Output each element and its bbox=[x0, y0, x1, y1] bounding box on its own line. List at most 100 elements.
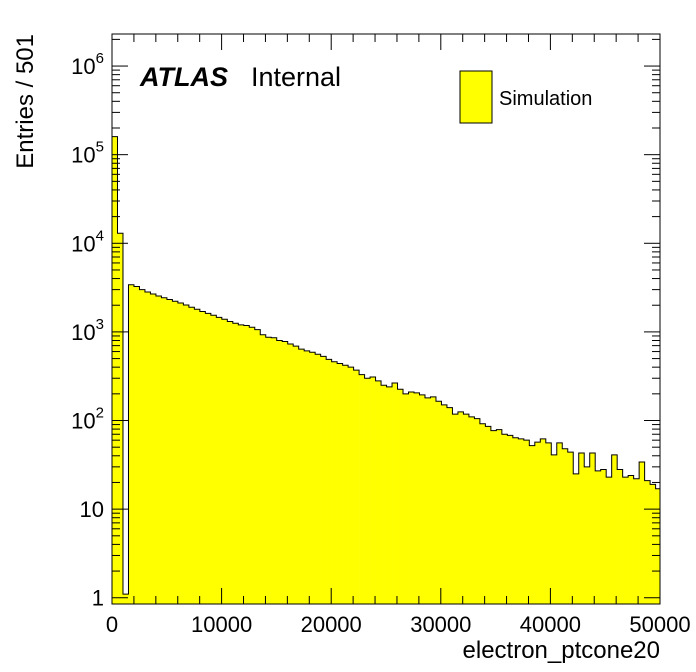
histogram-bar bbox=[232, 323, 239, 604]
y-tick-labels: 1 10 102 103 104 105 106 bbox=[71, 50, 104, 611]
histogram-bar bbox=[507, 435, 514, 604]
y-tick-label: 103 bbox=[71, 316, 104, 345]
x-axis-title: electron_ptcone20 bbox=[463, 637, 660, 664]
histogram-bar bbox=[194, 309, 201, 604]
y-tick-label: 105 bbox=[71, 139, 104, 168]
histogram-bar bbox=[309, 352, 316, 604]
histogram-bar bbox=[271, 337, 278, 604]
histogram-bar bbox=[133, 286, 140, 604]
histogram-bar bbox=[155, 296, 162, 604]
histogram-bar bbox=[595, 470, 601, 604]
histogram-bar bbox=[298, 349, 305, 604]
histogram-bar bbox=[474, 418, 481, 604]
histogram-bar bbox=[282, 341, 289, 604]
histogram-bar bbox=[600, 469, 607, 604]
histogram-bar bbox=[655, 488, 661, 604]
histogram-bar bbox=[287, 344, 294, 604]
histogram-bar bbox=[485, 426, 492, 604]
histogram-bar bbox=[276, 340, 283, 604]
y-tick-label: 10 bbox=[80, 497, 104, 522]
legend-entry-simulation: Simulation bbox=[499, 88, 592, 110]
histogram-bar bbox=[556, 442, 563, 604]
histogram-bar bbox=[210, 315, 217, 604]
histogram-bar bbox=[501, 434, 508, 604]
histogram-bar bbox=[359, 374, 365, 604]
histogram-bar bbox=[112, 136, 118, 604]
histogram-bar bbox=[144, 292, 151, 604]
histogram-bar bbox=[551, 454, 558, 604]
histogram-bar bbox=[567, 452, 574, 604]
histogram-bar bbox=[611, 454, 618, 604]
x-tick-label: 30000 bbox=[410, 612, 471, 637]
histogram-bar bbox=[342, 365, 349, 604]
histogram-bar bbox=[265, 337, 272, 604]
histogram-bar bbox=[238, 324, 245, 604]
histogram-bar bbox=[435, 401, 442, 604]
x-tick-labels: 0 10000 20000 30000 40000 50000 bbox=[106, 612, 691, 637]
x-tick-label: 20000 bbox=[301, 612, 362, 637]
histogram-bar bbox=[523, 440, 530, 604]
internal-label: Internal bbox=[251, 62, 341, 92]
histogram-bar bbox=[622, 477, 629, 604]
histogram-bar bbox=[403, 393, 409, 604]
histogram-bar bbox=[644, 480, 651, 604]
histogram-bar bbox=[468, 416, 475, 604]
y-tick-label: 106 bbox=[71, 50, 104, 79]
histogram-bar bbox=[331, 361, 338, 604]
histogram-bar bbox=[479, 423, 486, 604]
histogram-bar bbox=[315, 354, 321, 604]
histogram-bar bbox=[320, 356, 327, 604]
histogram-bar bbox=[161, 297, 168, 604]
histogram-bar bbox=[573, 473, 580, 604]
histogram-bar bbox=[172, 301, 179, 604]
histogram-bar bbox=[139, 289, 146, 604]
atlas-label: ATLAS bbox=[139, 62, 228, 92]
histogram-bar bbox=[496, 429, 503, 604]
histogram-bar bbox=[490, 430, 497, 604]
histogram-bar bbox=[216, 317, 223, 604]
histogram-bar bbox=[397, 389, 404, 604]
histogram-bar bbox=[392, 383, 398, 604]
histogram-bar bbox=[337, 363, 343, 604]
x-tick-label: 10000 bbox=[191, 612, 252, 637]
histogram-bar bbox=[205, 313, 212, 604]
histogram-bar bbox=[166, 299, 173, 604]
plot-frame bbox=[111, 33, 661, 605]
histogram-bar bbox=[457, 411, 464, 604]
histogram-bar bbox=[243, 325, 250, 604]
histogram-bar bbox=[578, 452, 585, 604]
histogram-bar bbox=[446, 407, 453, 604]
histogram-bar bbox=[199, 311, 206, 604]
histogram-bar bbox=[633, 478, 640, 604]
histogram-bar bbox=[177, 302, 184, 604]
histogram-bar bbox=[414, 392, 420, 604]
histogram-bars bbox=[112, 136, 661, 605]
histogram-bar bbox=[512, 437, 519, 604]
histogram-bar bbox=[606, 477, 612, 604]
histogram-bar bbox=[188, 307, 195, 604]
x-tick-label: 40000 bbox=[520, 612, 581, 637]
histogram-bar bbox=[518, 438, 525, 604]
histogram-bar bbox=[293, 346, 299, 604]
histogram-bar bbox=[540, 438, 547, 604]
histogram-bar bbox=[381, 385, 387, 604]
y-axis-title: Entries / 501 bbox=[12, 34, 39, 169]
histogram-bar bbox=[150, 293, 157, 604]
histogram-bar bbox=[628, 475, 634, 604]
histogram-bar bbox=[408, 391, 415, 604]
histogram-bar bbox=[370, 376, 376, 604]
y-tick-label: 102 bbox=[71, 405, 104, 434]
histogram-bar bbox=[348, 367, 354, 604]
y-tick-label: 1 bbox=[92, 586, 104, 611]
histogram-bar bbox=[364, 378, 371, 604]
histogram-bar bbox=[452, 414, 459, 604]
histogram-bar bbox=[529, 445, 536, 604]
histogram-bar bbox=[375, 380, 382, 604]
histogram-bar bbox=[430, 396, 437, 604]
x-tick-label: 0 bbox=[106, 612, 118, 637]
histogram-bar bbox=[117, 233, 124, 605]
histogram-bar bbox=[260, 334, 267, 604]
histogram-bar bbox=[562, 448, 569, 604]
y-tick-label: 104 bbox=[71, 227, 104, 256]
